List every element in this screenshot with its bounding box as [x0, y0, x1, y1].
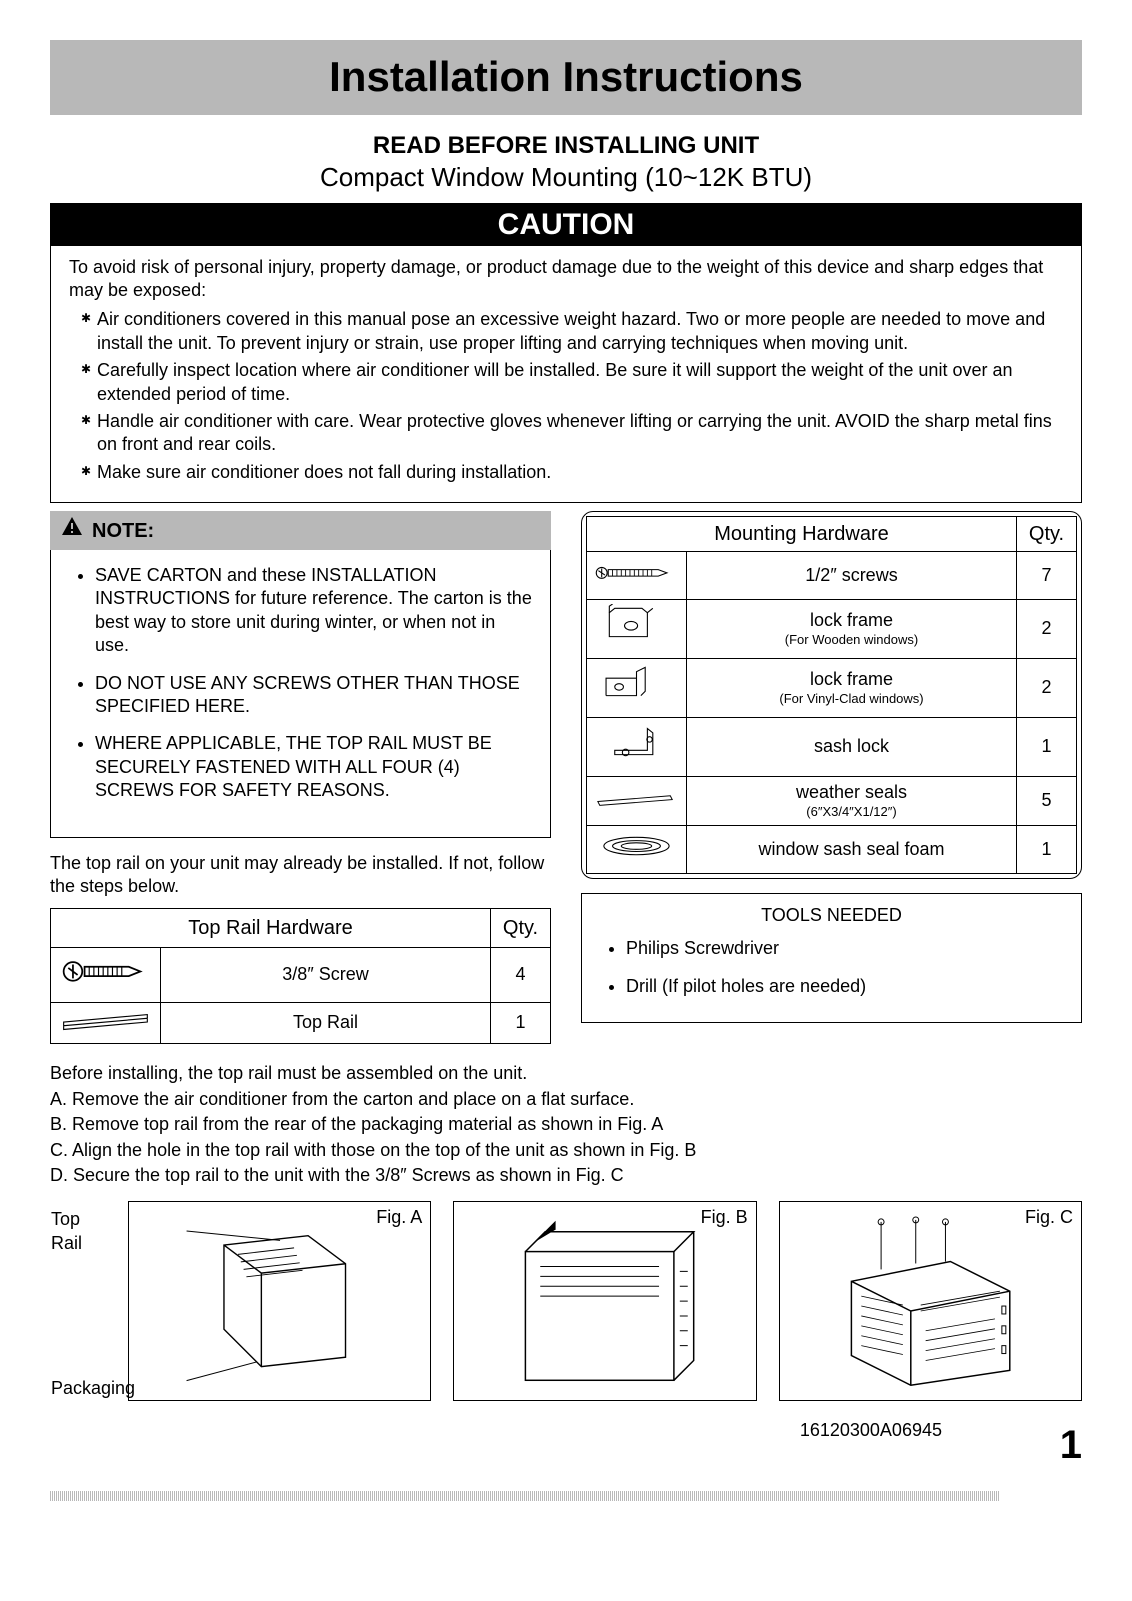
caution-box: To avoid risk of personal injury, proper… [50, 246, 1082, 504]
hw-qty: 4 [491, 948, 551, 1002]
sashfoam-icon [587, 826, 687, 874]
step-line: C. Align the hole in the top rail with t… [50, 1139, 1082, 1162]
table-header-qty: Qty. [1017, 517, 1077, 552]
title-banner: Installation Instructions [50, 40, 1082, 115]
sashlock-icon [587, 717, 687, 776]
document-code: 16120300A06945 [50, 1419, 942, 1442]
hw-qty: 1 [491, 1002, 551, 1044]
footer-stripe [50, 1491, 1000, 1501]
fig-c-illustration [795, 1212, 1066, 1390]
mounting-hardware-panel: Mounting Hardware Qty. 1/2″ screws 7 loc… [581, 511, 1082, 879]
table-row: 3/8″ Screw 4 [51, 948, 551, 1002]
assembly-steps: Before installing, the top rail must be … [50, 1062, 1082, 1187]
hw-label: lock frame(For Vinyl-Clad windows) [687, 658, 1017, 717]
hw-label: 1/2″ screws [687, 552, 1017, 600]
hw-label: weather seals(6″X3/4″X1/12″) [687, 776, 1017, 825]
hw-label: sash lock [687, 717, 1017, 776]
figure-row: Top Rail Packaging Fig. A Fig. B Fig. C [50, 1201, 1082, 1401]
note-banner: NOTE: [50, 511, 551, 550]
caution-item: Carefully inspect location where air con… [81, 359, 1063, 406]
table-row: lock frame(For Wooden windows) 2 [587, 600, 1077, 659]
read-before-line: READ BEFORE INSTALLING UNIT [50, 130, 1082, 161]
table-row: Top Rail 1 [51, 1002, 551, 1044]
hw-label: window sash seal foam [687, 826, 1017, 874]
hw-qty: 5 [1017, 776, 1077, 825]
caution-item: Make sure air conditioner does not fall … [81, 461, 1063, 484]
figure-c: Fig. C [779, 1201, 1082, 1401]
caution-banner: CAUTION [50, 203, 1082, 246]
table-header: Top Rail Hardware [51, 909, 491, 948]
toprail-hardware-table: Top Rail Hardware Qty. 3/8″ Screw 4 Top … [50, 908, 551, 1044]
mounting-hardware-table: Mounting Hardware Qty. 1/2″ screws 7 loc… [586, 516, 1077, 874]
sub-header: READ BEFORE INSTALLING UNIT Compact Wind… [50, 130, 1082, 195]
fig-b-label: Fig. B [701, 1206, 748, 1229]
step-line: A. Remove the air conditioner from the c… [50, 1088, 1082, 1111]
hw-qty: 1 [1017, 717, 1077, 776]
note-box: SAVE CARTON and these INSTALLATION INSTR… [50, 550, 551, 838]
caution-item: Handle air conditioner with care. Wear p… [81, 410, 1063, 457]
fig-a-toprail-label: Top Rail [51, 1208, 82, 1255]
document-footer: 16120300A06945 1 [50, 1419, 1082, 1500]
figure-b: Fig. B [453, 1201, 756, 1401]
hw-label: lock frame(For Wooden windows) [687, 600, 1017, 659]
caution-intro: To avoid risk of personal injury, proper… [69, 256, 1063, 303]
note-item: SAVE CARTON and these INSTALLATION INSTR… [95, 564, 532, 658]
lockframe-wood-icon [587, 600, 687, 659]
weatherseal-icon [587, 776, 687, 825]
fig-b-illustration [469, 1212, 740, 1390]
page-number: 1 [1060, 1419, 1082, 1471]
table-row: sash lock 1 [587, 717, 1077, 776]
step-line: B. Remove top rail from the rear of the … [50, 1113, 1082, 1136]
table-row: window sash seal foam 1 [587, 826, 1077, 874]
table-header: Mounting Hardware [587, 517, 1017, 552]
hw-qty: 7 [1017, 552, 1077, 600]
fig-a-packaging-label: Packaging [51, 1377, 135, 1400]
table-row: 1/2″ screws 7 [587, 552, 1077, 600]
step-line: D. Secure the top rail to the unit with … [50, 1164, 1082, 1187]
hw-qty: 2 [1017, 658, 1077, 717]
hw-qty: 2 [1017, 600, 1077, 659]
mounting-line: Compact Window Mounting (10~12K BTU) [50, 161, 1082, 195]
fig-c-label: Fig. C [1025, 1206, 1073, 1229]
fig-a-illustration [152, 1217, 408, 1385]
caution-list: Air conditioners covered in this manual … [69, 308, 1063, 484]
toprail-icon [51, 1002, 161, 1044]
lockframe-vinyl-icon [587, 658, 687, 717]
hw-label: 3/8″ Screw [161, 948, 491, 1002]
note-item: DO NOT USE ANY SCREWS OTHER THAN THOSE S… [95, 672, 532, 719]
table-row: lock frame(For Vinyl-Clad windows) 2 [587, 658, 1077, 717]
tool-item: Drill (If pilot holes are needed) [626, 975, 1065, 998]
warning-icon [60, 515, 84, 546]
caution-item: Air conditioners covered in this manual … [81, 308, 1063, 355]
screw-icon [51, 948, 161, 1002]
steps-intro: Before installing, the top rail must be … [50, 1062, 1082, 1085]
table-row: weather seals(6″X3/4″X1/12″) 5 [587, 776, 1077, 825]
hw-label: Top Rail [161, 1002, 491, 1044]
page-title: Installation Instructions [50, 50, 1082, 105]
fig-a-label: Fig. A [376, 1206, 422, 1229]
toprail-intro: The top rail on your unit may already be… [50, 852, 551, 899]
note-title: NOTE: [92, 518, 154, 544]
tool-item: Philips Screwdriver [626, 937, 1065, 960]
tools-title: TOOLS NEEDED [598, 904, 1065, 927]
tools-needed-box: TOOLS NEEDED Philips Screwdriver Drill (… [581, 893, 1082, 1023]
screw-icon [587, 552, 687, 600]
note-item: WHERE APPLICABLE, THE TOP RAIL MUST BE S… [95, 732, 532, 802]
table-header-qty: Qty. [491, 909, 551, 948]
hw-qty: 1 [1017, 826, 1077, 874]
figure-a: Top Rail Packaging Fig. A [128, 1201, 431, 1401]
